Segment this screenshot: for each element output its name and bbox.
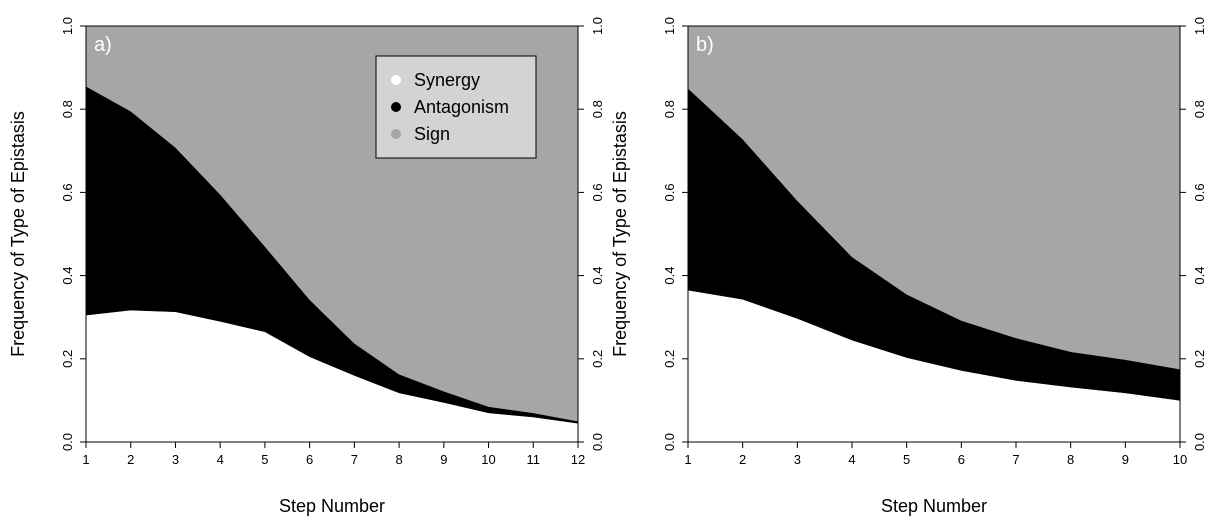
y-tick-label-left: 0.2	[60, 350, 75, 368]
y-tick-label-left: 0.0	[662, 433, 677, 451]
x-tick-label: 1	[82, 452, 89, 467]
x-tick-label: 3	[172, 452, 179, 467]
x-tick-label: 8	[1067, 452, 1074, 467]
y-tick-label-right: 1.0	[1192, 17, 1207, 35]
legend-marker-antagonism	[391, 102, 401, 112]
legend-marker-sign	[391, 129, 401, 139]
x-tick-label: 9	[440, 452, 447, 467]
y-tick-label-right: 1.0	[590, 17, 605, 35]
y-tick-label-right: 0.4	[590, 267, 605, 285]
x-tick-label: 2	[127, 452, 134, 467]
y-tick-label-right: 0.2	[590, 350, 605, 368]
y-tick-label-left: 1.0	[662, 17, 677, 35]
y-axis-title: Frequency of Type of Epistasis	[8, 111, 28, 357]
y-tick-label-right: 0.8	[1192, 100, 1207, 118]
legend-label-synergy: Synergy	[414, 70, 480, 90]
x-tick-label: 6	[306, 452, 313, 467]
y-axis-title: Frequency of Type of Epistasis	[610, 111, 630, 357]
x-tick-label: 8	[395, 452, 402, 467]
x-tick-label: 2	[739, 452, 746, 467]
chart-panel-b: 1 2 3 4 5 6 7 8 9 10 0.0 0.0 0.2 0.2 0.4 0.4 0.6 0.6 0.8 0.…	[610, 17, 1207, 516]
x-tick-label: 6	[958, 452, 965, 467]
x-tick-label: 12	[571, 452, 585, 467]
x-tick-label: 10	[481, 452, 495, 467]
x-tick-label: 7	[1012, 452, 1019, 467]
legend-marker-synergy	[391, 75, 401, 85]
y-tick-label-right: 0.6	[590, 183, 605, 201]
plot-frame	[85, 25, 579, 443]
plot-frame	[687, 25, 1181, 443]
y-tick-label-left: 0.0	[60, 433, 75, 451]
chart-panel-a: 1 2 3 4 5 6 7 8 9 10 11 120.0 0.00.2 0.20.4 0.40.6 0.60…	[8, 17, 605, 516]
x-tick-label: 11	[527, 452, 541, 467]
y-tick-label-right: 0.4	[1192, 267, 1207, 285]
y-tick-label-left: 0.2	[662, 350, 677, 368]
y-tick-label-left: 0.4	[60, 267, 75, 285]
legend: Synergy Antagonism Sign	[375, 55, 537, 159]
y-tick-label-right: 0.8	[590, 100, 605, 118]
x-tick-label: 1	[684, 452, 691, 467]
x-tick-label: 3	[794, 452, 801, 467]
y-tick-label-right: 0.6	[1192, 183, 1207, 201]
x-axis-title: Step Number	[881, 496, 987, 516]
x-tick-label: 4	[848, 452, 855, 467]
y-tick-label-left: 0.6	[60, 183, 75, 201]
x-tick-label: 7	[351, 452, 358, 467]
y-tick-label-left: 0.8	[60, 100, 75, 118]
x-tick-label: 5	[261, 452, 268, 467]
y-tick-label-left: 0.4	[662, 267, 677, 285]
x-tick-label: 10	[1173, 452, 1187, 467]
y-tick-label-left: 0.6	[662, 183, 677, 201]
legend-box	[375, 55, 537, 159]
panel-label: b)	[696, 34, 714, 56]
x-tick-label: 4	[217, 452, 224, 467]
y-tick-label-left: 0.8	[662, 100, 677, 118]
y-tick-label-right: 0.0	[1192, 433, 1207, 451]
panel-label: a)	[94, 34, 112, 56]
x-tick-label: 9	[1122, 452, 1129, 467]
x-tick-label: 5	[903, 452, 910, 467]
legend-label-antagonism: Antagonism	[414, 97, 509, 117]
y-tick-label-right: 0.0	[590, 433, 605, 451]
y-tick-label-left: 1.0	[60, 17, 75, 35]
y-tick-label-right: 0.2	[1192, 350, 1207, 368]
legend-label-sign: Sign	[414, 124, 450, 144]
x-axis-title: Step Number	[279, 496, 385, 516]
